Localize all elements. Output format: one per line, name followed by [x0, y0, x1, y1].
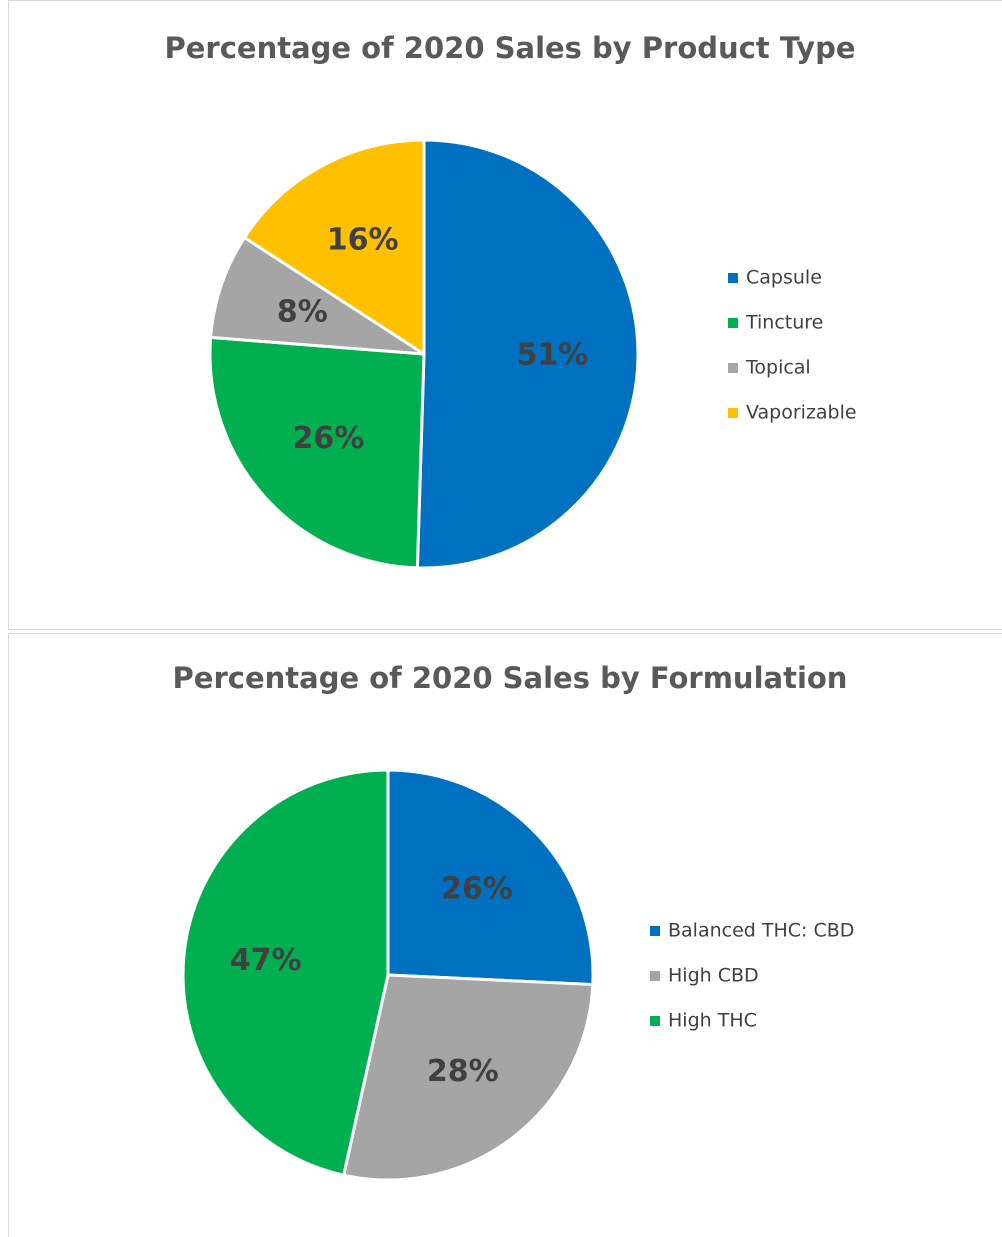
legend-label: Vaporizable	[746, 402, 857, 424]
data-label: 51%	[516, 337, 588, 372]
legend-swatch	[728, 408, 738, 418]
data-label: 26%	[441, 872, 513, 907]
legend-swatch	[728, 318, 738, 328]
legend-swatch	[650, 1016, 660, 1026]
pie-slice	[341, 973, 595, 1182]
legend-swatch	[728, 273, 738, 283]
chart-title: Percentage of 2020 Sales by Formulation	[173, 661, 848, 695]
legend-label: High THC	[668, 1010, 757, 1032]
pie-slice	[209, 235, 425, 356]
pie-slice	[242, 138, 426, 357]
pie-slice	[181, 768, 390, 1177]
pie-slice	[386, 768, 595, 987]
legend-swatch	[650, 926, 660, 936]
legend-swatch	[728, 363, 738, 373]
legend-swatch	[650, 971, 660, 981]
data-label: 28%	[427, 1054, 499, 1089]
legend-label: Topical	[745, 357, 811, 379]
legend-label: Balanced THC: CBD	[668, 920, 854, 942]
data-label: 26%	[292, 421, 364, 456]
data-label: 47%	[230, 943, 302, 978]
data-label: 8%	[277, 294, 328, 329]
data-label: 16%	[327, 223, 399, 258]
chart-title: Percentage of 2020 Sales by Product Type	[164, 31, 855, 65]
legend-label: Capsule	[746, 267, 822, 289]
legend-label: Tincture	[745, 312, 823, 334]
pie-slice	[208, 335, 426, 570]
legend-label: High CBD	[668, 965, 759, 987]
pie-slice	[415, 138, 640, 570]
